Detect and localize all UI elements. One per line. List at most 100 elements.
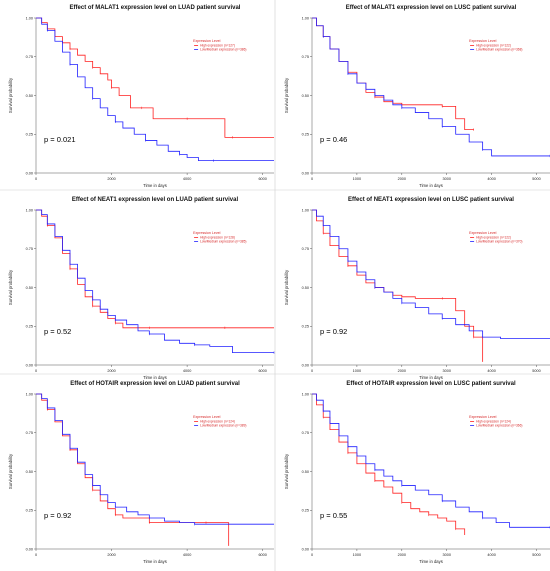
y-tick-label: 0.25	[302, 133, 309, 137]
y-tick-label: 1.00	[302, 16, 309, 20]
p-value-label: p = 0.55	[320, 511, 347, 520]
chart-title: Effect of HOTAIR expression level on LUA…	[70, 381, 240, 387]
y-tick-label: 0.75	[302, 55, 309, 59]
low-expression-line	[36, 209, 274, 353]
y-axis-label: Survival probability	[8, 77, 13, 113]
y-axis-label: Survival probability	[284, 453, 289, 489]
chart-panel-5: Effect of HOTAIR expression level on LUA…	[8, 381, 274, 564]
y-tick-label: 0.00	[302, 171, 309, 175]
chart-title: Effect of NEAT1 expression level on LUSC…	[348, 197, 514, 203]
y-tick-label: 0.00	[26, 363, 33, 367]
chart-panel-3: Effect of NEAT1 expression level on LUAD…	[8, 197, 275, 380]
legend-title: Expression Level	[193, 415, 221, 419]
legend-entry: Low/Medium expression (n=386)	[200, 48, 246, 52]
low-expression-line	[36, 17, 274, 161]
legend-entry: Low/Medium expression (n=368)	[476, 48, 522, 52]
x-tick-label: 1000	[353, 553, 361, 557]
legend-entry: High expression (n=124)	[476, 420, 511, 424]
x-tick-label: 2000	[398, 553, 406, 557]
y-tick-label: 0.75	[302, 247, 309, 251]
legend-title: Expression Level	[469, 415, 497, 419]
p-value-label: p = 0.46	[320, 135, 347, 144]
low-expression-line	[312, 393, 550, 528]
y-tick-label: 0.50	[302, 94, 309, 98]
y-axis-label: Survival probability	[8, 269, 13, 305]
y-tick-label: 0.50	[26, 470, 33, 474]
y-tick-label: 1.00	[26, 392, 33, 396]
y-tick-label: 0.25	[26, 325, 33, 329]
x-tick-label: 0	[35, 177, 37, 181]
x-tick-label: 3000	[442, 369, 450, 373]
x-tick-label: 0	[35, 369, 37, 373]
chart-title: Effect of HOTAIR expression level on LUS…	[346, 381, 516, 387]
legend-title: Expression Level	[193, 39, 221, 43]
p-value-label: p = 0.52	[44, 327, 71, 336]
legend-entry: High expression (n=124)	[200, 420, 235, 424]
high-expression-line	[312, 209, 484, 362]
x-tick-label: 4000	[183, 369, 191, 373]
y-tick-label: 0.75	[26, 431, 33, 435]
y-tick-label: 0.25	[26, 509, 33, 513]
x-tick-label: 2000	[398, 369, 406, 373]
x-tick-label: 0	[311, 369, 313, 373]
x-tick-label: 2000	[107, 177, 115, 181]
x-tick-label: 2000	[107, 369, 115, 373]
y-tick-label: 0.50	[26, 286, 33, 290]
legend-title: Expression Level	[469, 39, 497, 43]
x-tick-label: 4000	[487, 369, 495, 373]
y-axis-label: Survival probability	[284, 269, 289, 305]
chart-title: Effect of MALAT1 expression level on LUS…	[346, 5, 517, 11]
x-tick-label: 4000	[183, 177, 191, 181]
chart-title: Effect of MALAT1 expression level on LUA…	[70, 5, 241, 11]
y-tick-label: 0.50	[302, 470, 309, 474]
x-tick-label: 2000	[107, 553, 115, 557]
y-tick-label: 0.75	[26, 55, 33, 59]
chart-panel-4: Effect of NEAT1 expression level on LUSC…	[284, 197, 550, 380]
p-value-label: p = 0.92	[320, 327, 347, 336]
chart-panel-1: Effect of MALAT1 expression level on LUA…	[8, 5, 274, 188]
y-tick-label: 1.00	[26, 208, 33, 212]
y-tick-label: 0.25	[302, 325, 309, 329]
y-tick-label: 0.75	[26, 247, 33, 251]
legend-entry: High expression (n=122)	[476, 44, 511, 48]
legend-entry: Low/Medium expression (n=366)	[476, 424, 522, 428]
x-tick-label: 1000	[353, 177, 361, 181]
y-tick-label: 0.00	[302, 547, 309, 551]
chart-panel-6: Effect of HOTAIR expression level on LUS…	[284, 381, 550, 564]
legend-entry: High expression (n=128)	[200, 236, 235, 240]
x-axis-label: Time in days	[143, 183, 167, 188]
y-tick-label: 1.00	[302, 208, 309, 212]
chart-title: Effect of NEAT1 expression level on LUAD…	[72, 197, 239, 203]
y-axis-label: Survival probability	[8, 453, 13, 489]
p-value-label: p = 0.021	[44, 135, 76, 144]
legend-entry: Low/Medium expression (n=385)	[200, 240, 246, 244]
high-expression-line	[312, 393, 466, 536]
legend-entry: Low/Medium expression (n=389)	[200, 424, 246, 428]
x-axis-label: Time in days	[419, 183, 443, 188]
x-tick-label: 6000	[258, 177, 266, 181]
low-expression-line	[312, 17, 550, 157]
low-expression-line	[36, 393, 274, 525]
legend-title: Expression Level	[469, 231, 497, 235]
x-tick-label: 1000	[353, 369, 361, 373]
legend-entry: Low/Medium expression (n=370)	[476, 240, 522, 244]
chart-panel-2: Effect of MALAT1 expression level on LUS…	[284, 5, 550, 188]
x-tick-label: 0	[35, 553, 37, 557]
x-tick-label: 4000	[487, 553, 495, 557]
legend-entry: High expression (n=122)	[476, 236, 511, 240]
x-axis-label: Time in days	[143, 559, 167, 564]
low-expression-line	[312, 209, 550, 340]
high-expression-line	[36, 17, 274, 138]
x-tick-label: 6000	[258, 369, 266, 373]
x-tick-label: 4000	[183, 553, 191, 557]
y-axis-label: Survival probability	[284, 77, 289, 113]
x-tick-label: 5000	[532, 177, 540, 181]
x-tick-label: 3000	[442, 553, 450, 557]
y-tick-label: 1.00	[302, 392, 309, 396]
y-tick-label: 0.50	[302, 286, 309, 290]
y-tick-label: 0.00	[302, 363, 309, 367]
x-tick-label: 0	[311, 177, 313, 181]
y-tick-label: 0.25	[302, 509, 309, 513]
x-axis-label: Time in days	[419, 559, 443, 564]
